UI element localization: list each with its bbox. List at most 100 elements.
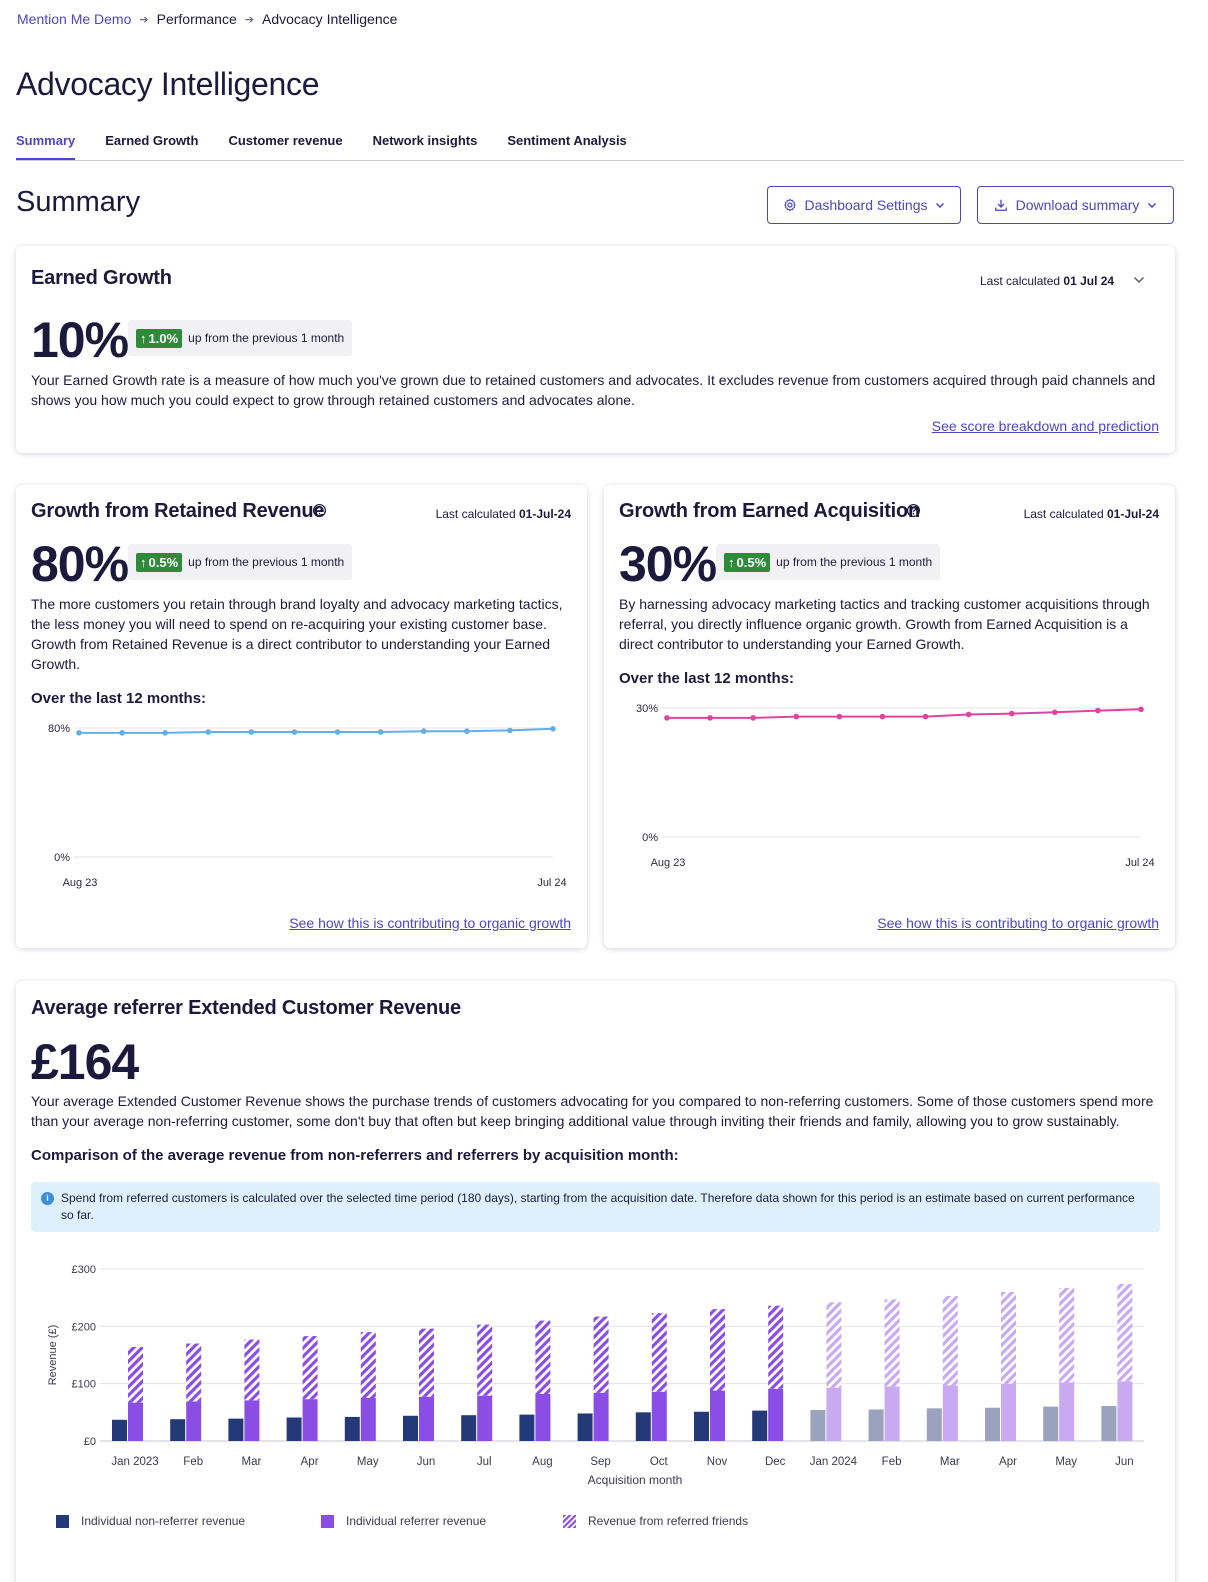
bar-referrer[interactable]: [186, 1401, 202, 1441]
info-text: Spend from referred customers is calcula…: [61, 1191, 1135, 1222]
tab-customer-revenue[interactable]: Customer revenue: [228, 133, 343, 148]
bar-referred-friends[interactable]: [186, 1343, 202, 1402]
data-point[interactable]: [1008, 710, 1015, 717]
data-point[interactable]: [965, 711, 972, 718]
bar-referrer[interactable]: [651, 1391, 667, 1441]
data-point[interactable]: [76, 730, 82, 736]
tab-sentiment-analysis[interactable]: Sentiment Analysis: [507, 133, 627, 148]
bar-referred-friends[interactable]: [593, 1316, 609, 1393]
data-point[interactable]: [750, 715, 756, 721]
bar-referred-friends[interactable]: [1059, 1287, 1075, 1383]
bar-referred-friends[interactable]: [477, 1324, 493, 1396]
bar-referrer[interactable]: [535, 1393, 551, 1441]
bar-non-referrer[interactable]: [286, 1417, 302, 1441]
bar-non-referrer[interactable]: [752, 1410, 768, 1441]
bar-non-referrer[interactable]: [228, 1418, 244, 1441]
dashboard-settings-button[interactable]: Dashboard Settings: [767, 186, 961, 224]
help-icon[interactable]: [906, 503, 921, 518]
data-point[interactable]: [334, 729, 341, 735]
bar-non-referrer[interactable]: [868, 1409, 884, 1441]
bar-referred-friends[interactable]: [244, 1339, 260, 1401]
bar-non-referrer[interactable]: [461, 1415, 477, 1441]
bar-non-referrer[interactable]: [170, 1419, 186, 1441]
bar-referred-friends[interactable]: [884, 1299, 900, 1387]
bar-referrer[interactable]: [360, 1398, 376, 1441]
bar-non-referrer[interactable]: [344, 1416, 360, 1441]
bar-referrer[interactable]: [419, 1396, 434, 1441]
data-point[interactable]: [507, 727, 513, 734]
acquisition-organic-growth-link[interactable]: See how this is contributing to organic …: [877, 915, 1159, 931]
bar-referrer[interactable]: [1117, 1381, 1133, 1441]
bar-referrer[interactable]: [884, 1386, 900, 1441]
bar-non-referrer[interactable]: [694, 1411, 709, 1441]
change-value: 0.5%: [148, 554, 179, 570]
bar-referred-friends[interactable]: [826, 1302, 842, 1388]
score-breakdown-link[interactable]: See score breakdown and prediction: [931, 418, 1159, 434]
bar-referred-friends[interactable]: [1001, 1291, 1016, 1384]
bar-non-referrer[interactable]: [1043, 1406, 1059, 1441]
data-point[interactable]: [205, 729, 212, 735]
bar-referrer[interactable]: [710, 1390, 725, 1441]
bar-referred-friends[interactable]: [1117, 1283, 1133, 1382]
bar-referrer[interactable]: [1001, 1383, 1016, 1441]
data-point[interactable]: [248, 729, 255, 735]
bar-non-referrer[interactable]: [112, 1419, 127, 1441]
bar-referred-friends[interactable]: [128, 1346, 143, 1403]
bar-non-referrer[interactable]: [810, 1410, 826, 1441]
legend-referred-friends[interactable]: Revenue from referred friends: [563, 1514, 748, 1528]
tab-earned-growth[interactable]: Earned Growth: [105, 133, 199, 148]
bar-referrer[interactable]: [826, 1387, 842, 1441]
bar-referred-friends[interactable]: [942, 1295, 958, 1386]
bar-referred-friends[interactable]: [768, 1305, 784, 1389]
data-point[interactable]: [1052, 709, 1058, 716]
bar-non-referrer[interactable]: [926, 1408, 942, 1441]
help-icon[interactable]: [312, 503, 327, 518]
bar-referred-friends[interactable]: [651, 1313, 667, 1392]
data-point[interactable]: [464, 728, 470, 735]
legend-referrer[interactable]: Individual referrer revenue: [321, 1514, 486, 1528]
legend-label: Revenue from referred friends: [588, 1514, 749, 1528]
bar-non-referrer[interactable]: [577, 1413, 593, 1441]
data-point[interactable]: [1138, 706, 1144, 713]
change-badge: ↑ 1.0%: [136, 328, 183, 348]
data-point[interactable]: [879, 713, 886, 720]
bar-referrer[interactable]: [593, 1392, 609, 1441]
bar-referrer[interactable]: [477, 1395, 493, 1441]
bar-non-referrer[interactable]: [985, 1407, 1000, 1441]
bar-non-referrer[interactable]: [635, 1412, 651, 1441]
data-point[interactable]: [836, 713, 843, 720]
data-point[interactable]: [377, 729, 384, 735]
tab-network-insights[interactable]: Network insights: [372, 133, 478, 148]
bar-referrer[interactable]: [942, 1385, 958, 1441]
download-summary-button[interactable]: Download summary: [977, 186, 1174, 224]
data-point[interactable]: [793, 713, 800, 720]
breadcrumb-performance-link[interactable]: Performance: [156, 11, 237, 27]
data-point[interactable]: [922, 713, 929, 720]
bar-referrer[interactable]: [1059, 1382, 1075, 1441]
bar-referrer[interactable]: [302, 1399, 318, 1441]
bar-referrer[interactable]: [244, 1400, 260, 1441]
data-point[interactable]: [707, 715, 713, 721]
tab-summary[interactable]: Summary: [16, 133, 76, 160]
bar-non-referrer[interactable]: [519, 1414, 535, 1441]
data-point[interactable]: [664, 715, 670, 721]
legend-non-referrer[interactable]: Individual non-referrer revenue: [56, 1514, 245, 1528]
retained-organic-growth-link[interactable]: See how this is contributing to organic …: [289, 915, 571, 931]
bar-non-referrer[interactable]: [403, 1415, 418, 1441]
bar-referrer[interactable]: [128, 1402, 143, 1441]
breadcrumb-root-link[interactable]: Mention Me Demo: [17, 11, 132, 27]
data-point[interactable]: [291, 729, 298, 735]
bar-non-referrer[interactable]: [1101, 1406, 1117, 1441]
data-point[interactable]: [1095, 707, 1101, 714]
bar-referred-friends[interactable]: [535, 1320, 551, 1394]
bar-referred-friends[interactable]: [419, 1328, 434, 1397]
bar-referred-friends[interactable]: [360, 1332, 376, 1398]
data-point[interactable]: [550, 726, 556, 732]
chevron-down-icon[interactable]: [1133, 275, 1145, 285]
data-point[interactable]: [162, 730, 168, 736]
data-point[interactable]: [420, 728, 427, 735]
bar-referred-friends[interactable]: [302, 1336, 318, 1400]
bar-referrer[interactable]: [768, 1388, 784, 1441]
bar-referred-friends[interactable]: [710, 1309, 725, 1391]
data-point[interactable]: [119, 730, 125, 736]
